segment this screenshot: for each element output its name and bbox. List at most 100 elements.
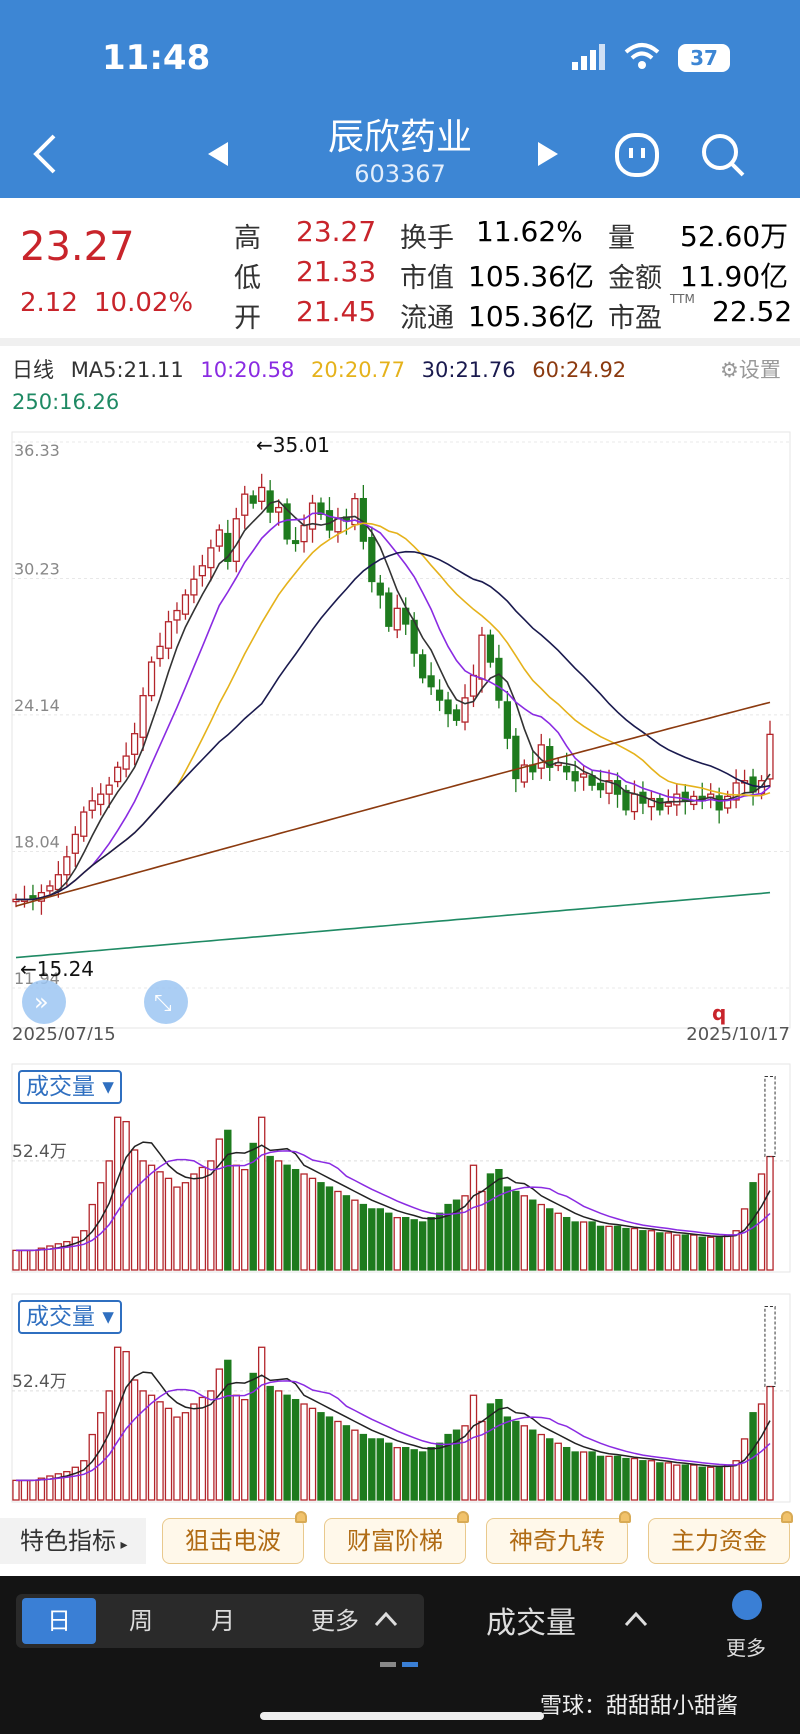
indicator-selector[interactable]: 成交量	[486, 1606, 576, 1641]
volume-bar	[715, 1236, 723, 1271]
candle-body	[546, 746, 554, 768]
volume-bar	[503, 1416, 512, 1501]
more-icon[interactable]	[732, 1590, 762, 1620]
chevron-up-icon[interactable]	[374, 1610, 398, 1628]
candle	[164, 610, 173, 660]
ma60-line	[15, 701, 771, 907]
gear-icon: ⚙	[720, 358, 739, 382]
volume-bar	[257, 1116, 266, 1271]
volume-bar	[452, 1199, 461, 1271]
ma5-label: MA5:21.11	[70, 358, 184, 382]
volume-bar	[147, 1394, 156, 1501]
volume-bar	[97, 1412, 105, 1501]
max-price-annotation: ←35.01	[256, 433, 330, 457]
candle-body	[673, 793, 681, 806]
candle-body	[249, 495, 257, 504]
volume-bar	[554, 1442, 562, 1501]
home-indicator	[260, 1712, 544, 1720]
pe-value: 22.52	[712, 295, 793, 328]
volume-bar	[164, 1407, 173, 1501]
volume-bar	[257, 1346, 266, 1501]
candle-body	[122, 755, 130, 770]
settings-button[interactable]: ⚙设置	[720, 358, 781, 382]
prev-stock-icon[interactable]	[206, 140, 230, 168]
candle-body	[588, 775, 596, 786]
chart-frame	[11, 431, 791, 1029]
volume-bar	[325, 1186, 334, 1271]
volume-bar	[181, 1412, 190, 1501]
volume-selector-1[interactable]: 成交量 ▾	[18, 1070, 122, 1104]
candle	[249, 490, 257, 509]
candle-body	[732, 782, 740, 801]
volume-bar	[190, 1173, 198, 1271]
candle	[258, 473, 266, 510]
volume-bar	[495, 1168, 503, 1271]
caret-right-icon: ▸	[116, 1537, 128, 1553]
candle-body	[164, 621, 173, 649]
candle	[88, 787, 96, 819]
volume-bar	[469, 1394, 478, 1501]
candle-body	[291, 540, 300, 545]
volume-value: 52.60万	[680, 220, 789, 253]
volume-bar	[732, 1460, 740, 1501]
period-more[interactable]: 更多	[311, 1607, 359, 1635]
candle	[46, 880, 54, 897]
ma250-label: 250:16.26	[12, 390, 120, 414]
volume-bar	[308, 1407, 317, 1501]
pe-ttm-sup: TTM	[670, 292, 695, 306]
volume-bar	[351, 1429, 359, 1501]
volume-bar	[46, 1245, 54, 1271]
chat-icon[interactable]	[614, 132, 660, 178]
candle	[435, 679, 444, 712]
volume-bar	[673, 1234, 681, 1271]
candle-body	[647, 797, 656, 808]
volume-chart-2[interactable]: 52.4万	[0, 1292, 800, 1508]
volume-bar	[664, 1232, 673, 1271]
volume-bar	[520, 1425, 529, 1501]
volume-bar	[147, 1164, 156, 1271]
period-day[interactable]: 日	[22, 1598, 96, 1644]
volume-bar	[71, 1466, 80, 1501]
volume-bar	[80, 1230, 88, 1271]
candle-body	[724, 795, 732, 809]
period-week[interactable]: 周	[129, 1607, 153, 1635]
volume-chart-1[interactable]: 52.4万	[0, 1062, 800, 1278]
next-stock-icon[interactable]	[536, 140, 560, 168]
volume-bar	[20, 1479, 29, 1501]
back-arrow-icon[interactable]	[30, 132, 60, 176]
volume-bar	[656, 1462, 664, 1501]
x-start-label: 2025/07/15	[12, 1024, 116, 1040]
volume-bar	[596, 1455, 605, 1501]
tag-wealth-ladder[interactable]: 财富阶梯	[324, 1511, 469, 1564]
volume-bar	[656, 1232, 664, 1271]
candle-body	[596, 782, 605, 791]
lock-icon	[781, 1511, 793, 1523]
tag-sniper-wave[interactable]: 狙击电波	[162, 1511, 307, 1564]
more-button[interactable]: 更多	[726, 1636, 766, 1660]
candle	[130, 722, 139, 766]
tag-main-funds[interactable]: 主力资金	[648, 1511, 793, 1564]
volume-bar	[571, 1221, 579, 1271]
candle	[427, 662, 435, 695]
candle	[147, 656, 156, 702]
tag-magic-nine[interactable]: 神奇九转	[486, 1511, 631, 1564]
candle-body	[147, 661, 156, 697]
volume-bar	[266, 1155, 274, 1271]
period-month[interactable]: 月	[211, 1607, 235, 1635]
volume-bar	[12, 1479, 20, 1501]
mktcap-label: 市值	[400, 263, 454, 294]
fullscreen-icon	[144, 980, 188, 1024]
volume-bar	[351, 1199, 359, 1271]
search-icon[interactable]	[700, 132, 746, 178]
chevron-up-icon[interactable]	[624, 1610, 648, 1628]
volume-bar	[241, 1168, 249, 1271]
candle-body	[385, 592, 393, 627]
volume-selector-2[interactable]: 成交量 ▾	[18, 1300, 122, 1334]
dropdown-icon: ▾	[102, 1304, 114, 1330]
volume-bar	[402, 1446, 410, 1501]
y-tick-label: 18.04	[14, 832, 60, 851]
volume-bar	[325, 1416, 334, 1501]
candle	[580, 765, 588, 791]
feature-indicator-menu[interactable]: 特色指标 ▸	[0, 1518, 146, 1564]
